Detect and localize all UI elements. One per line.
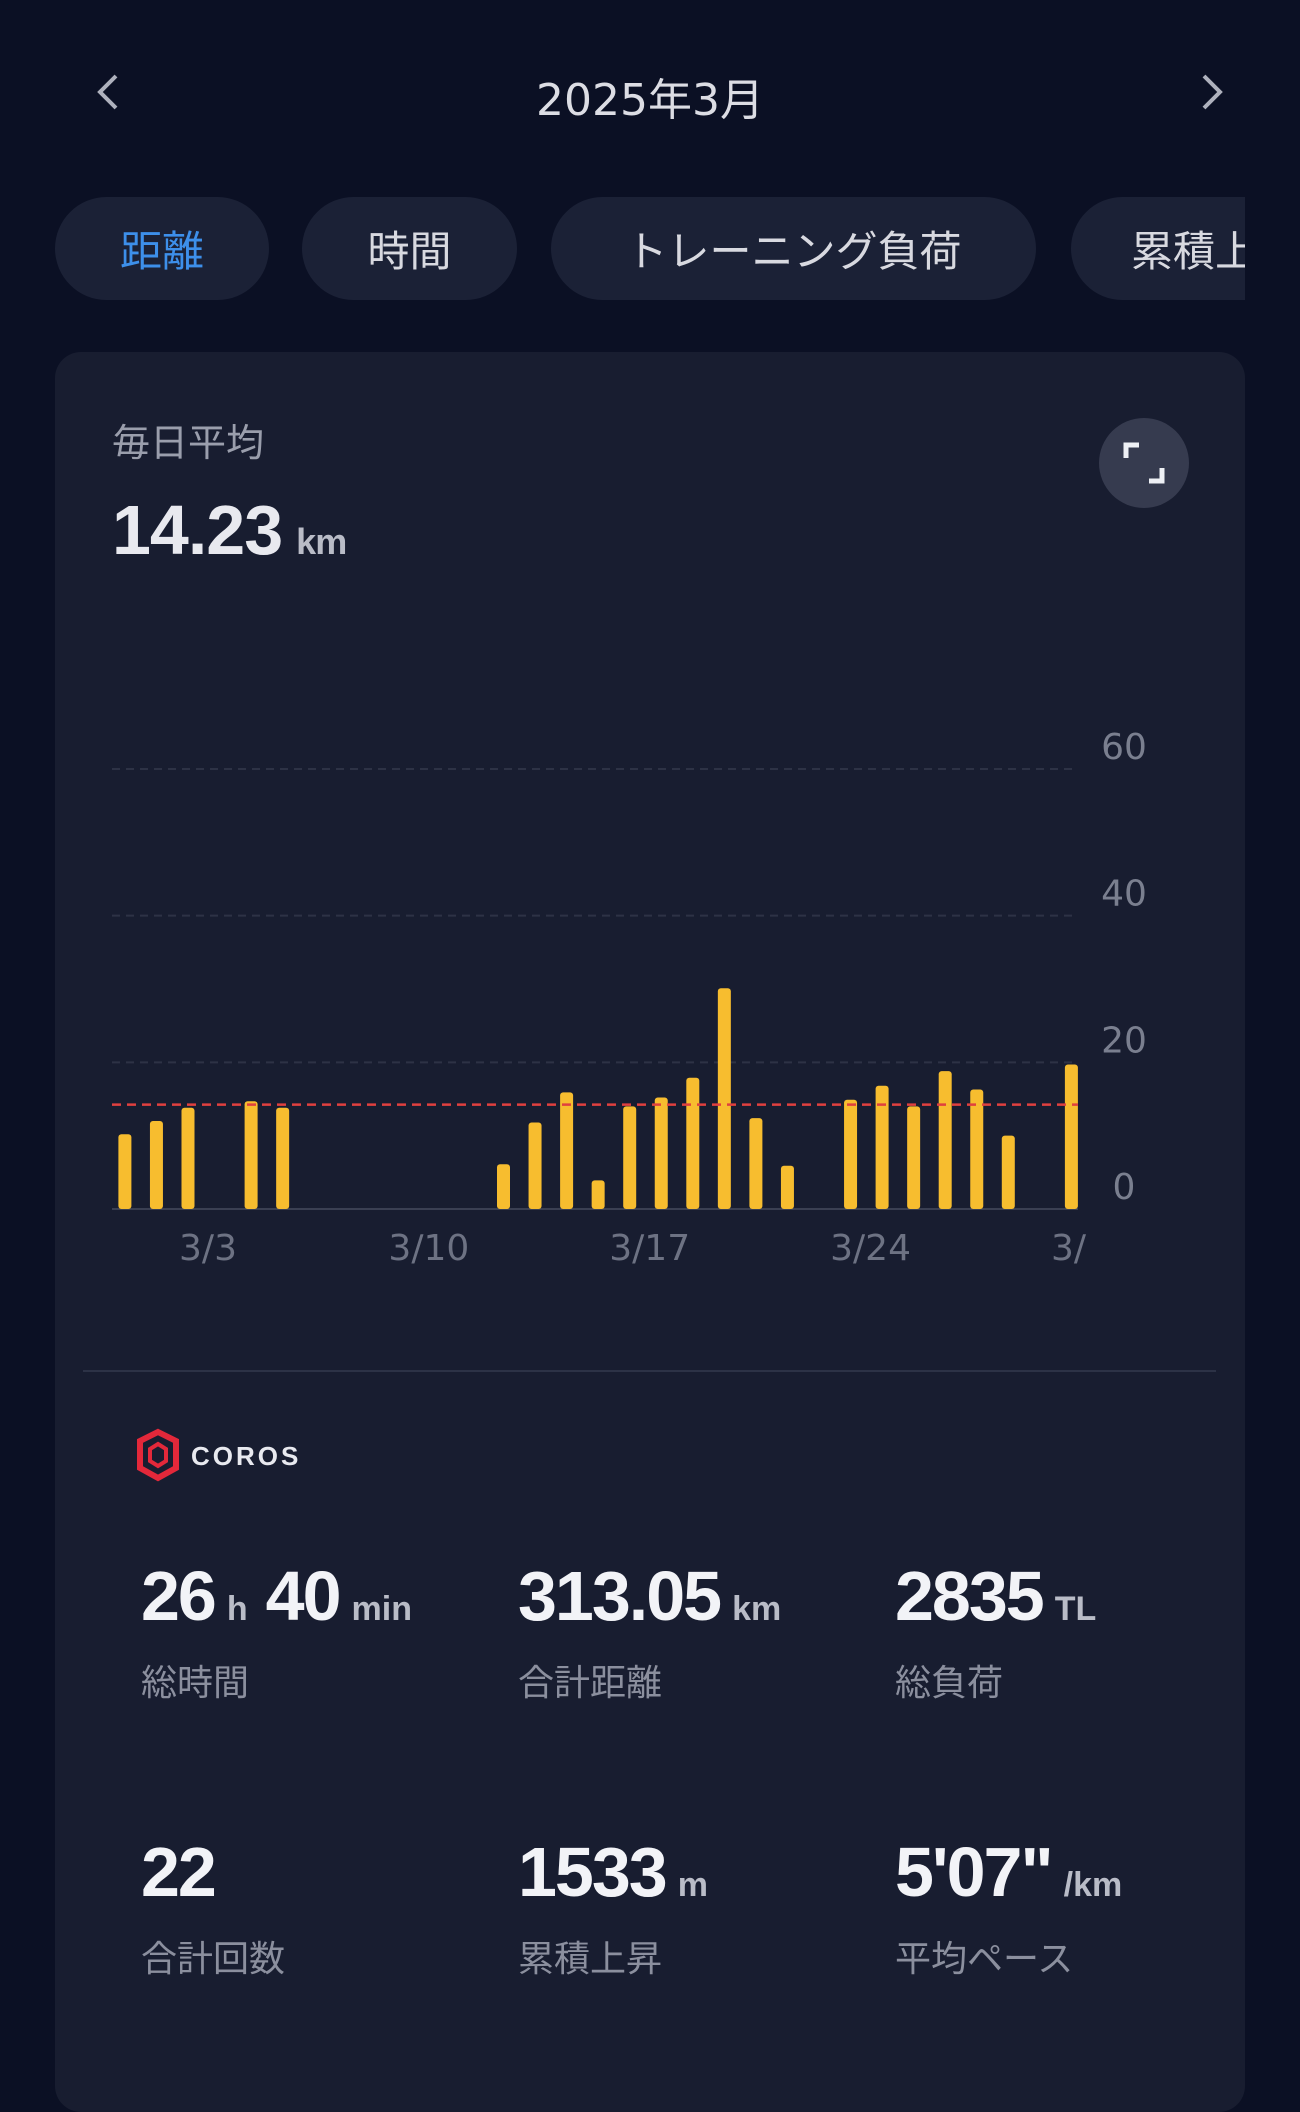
- bar: [938, 1071, 952, 1209]
- x-tick-label: 3/10: [388, 1228, 469, 1269]
- bar: [844, 1099, 858, 1209]
- stat-value: 1533: [518, 1833, 668, 1911]
- stat-item: 26 h 40 min 総時間: [141, 1556, 511, 1706]
- y-tick-label: 40: [1101, 874, 1147, 915]
- stat-value-row: 22: [141, 1832, 511, 1912]
- bar: [276, 1107, 290, 1209]
- bar: [717, 988, 731, 1209]
- stat-item: 5'07"/km 平均ペース: [895, 1832, 1265, 1982]
- stat-unit: km: [732, 1590, 782, 1628]
- bar: [907, 1106, 921, 1209]
- separator: [83, 1370, 1216, 1372]
- screen: 2025年3月 距離 時間 トレーニング負荷 累積上昇 毎日平均 14.23 km…: [55, 62, 1265, 2112]
- brand-name: COROS: [191, 1441, 301, 1471]
- tab[interactable]: トレーニング負荷: [551, 197, 1036, 300]
- bar: [970, 1089, 984, 1209]
- x-tick-label: 3/17: [609, 1228, 690, 1269]
- bar: [118, 1134, 132, 1209]
- bar: [560, 1092, 574, 1209]
- x-tick-label: 3/24: [830, 1228, 911, 1269]
- bar: [686, 1077, 700, 1209]
- stat-value: 26: [141, 1557, 217, 1635]
- stat-value: 2835: [895, 1557, 1045, 1635]
- average-number: 14.23: [112, 491, 283, 569]
- stat-value-row: 1533 m: [518, 1832, 888, 1912]
- bar: [1001, 1135, 1015, 1209]
- bar: [181, 1107, 195, 1209]
- stat-item: 313.05 km 合計距離: [518, 1556, 888, 1706]
- average-value: 14.23 km: [112, 490, 347, 570]
- x-tick-label: 3/3: [179, 1228, 237, 1269]
- stat-label: 合計回数: [141, 1939, 286, 1980]
- stat-unit: h: [226, 1590, 248, 1628]
- stat-value-row: 26 h 40 min: [141, 1556, 511, 1636]
- stat-label: 合計距離: [518, 1663, 663, 1704]
- tab[interactable]: 累積上昇: [1071, 197, 1245, 300]
- bar: [780, 1165, 794, 1209]
- y-tick-label: 60: [1101, 727, 1147, 768]
- bar: [1064, 1064, 1078, 1209]
- stat-item: 1533 m 累積上昇: [518, 1832, 888, 1982]
- stat-unit: m: [677, 1866, 708, 1904]
- stat-label: 総負荷: [895, 1663, 1004, 1704]
- stat-value-row: 2835 TL: [895, 1556, 1265, 1636]
- month-title: 2025年3月: [536, 75, 764, 126]
- stat-value: 40: [265, 1557, 342, 1635]
- bar: [528, 1122, 542, 1209]
- stat-value-row: 313.05 km: [518, 1556, 888, 1636]
- next-month[interactable]: [1192, 62, 1232, 122]
- chart-card: [55, 352, 1245, 2112]
- average-label: 毎日平均: [112, 421, 265, 465]
- brand-logo: COROS: [137, 1428, 301, 1482]
- expand-button[interactable]: [1099, 418, 1189, 508]
- average-unit: km: [296, 521, 347, 562]
- bar: [749, 1118, 763, 1209]
- stat-label: 平均ペース: [895, 1939, 1074, 1980]
- y-tick-label: 20: [1101, 1020, 1147, 1061]
- stat-value: 313.05: [518, 1557, 722, 1635]
- bar: [654, 1097, 668, 1209]
- y-tick-label: 0: [1113, 1167, 1136, 1208]
- bar: [591, 1180, 605, 1209]
- tab[interactable]: 距離: [55, 197, 269, 300]
- tab-bar: 距離 時間 トレーニング負荷 累積上昇: [55, 197, 1245, 300]
- stat-value-row: 5'07"/km: [895, 1832, 1265, 1912]
- stat-value: 22: [141, 1833, 217, 1911]
- stat-item: 22 合計回数: [141, 1832, 511, 1982]
- stat-unit: /km: [1063, 1866, 1123, 1904]
- stat-unit: TL: [1054, 1590, 1097, 1628]
- bar: [497, 1164, 510, 1209]
- page: Monthly distance {"header": {"title": "2…: [55, 62, 1265, 2112]
- x-tick-label: 3/31: [1051, 1228, 1132, 1269]
- bar: [244, 1101, 258, 1209]
- stat-label: 累積上昇: [518, 1939, 663, 1980]
- stat-label: 総時間: [141, 1663, 250, 1704]
- stat-value: 5'07": [895, 1833, 1054, 1911]
- chart: 0 20 40 60 3/3 3/10 3/17 3/24 3/31: [112, 727, 1147, 1269]
- bar: [875, 1085, 889, 1209]
- stat-item: 2835 TL 総負荷: [895, 1556, 1265, 1706]
- tab[interactable]: 時間: [302, 197, 517, 300]
- stat-unit: min: [351, 1590, 412, 1628]
- bar: [149, 1121, 163, 1209]
- prev-month[interactable]: [88, 62, 128, 122]
- bar: [623, 1106, 637, 1209]
- tab-label: 累積上昇: [1131, 227, 1245, 276]
